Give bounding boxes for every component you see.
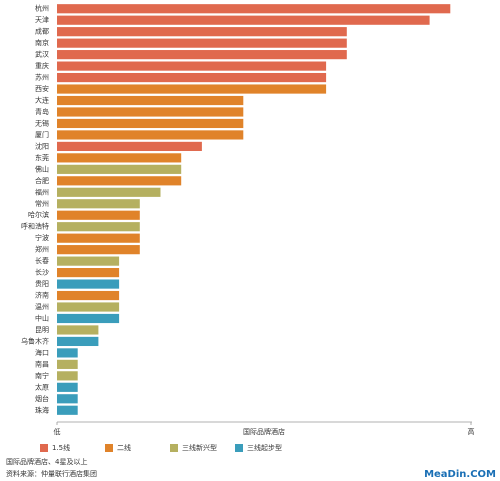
- y-tick-label: 太原: [35, 382, 49, 391]
- legend-label: 三线新兴型: [182, 443, 217, 452]
- watermark: MeaDin.COM: [424, 469, 496, 480]
- y-tick-label: 天津: [35, 16, 49, 24]
- y-tick-label: 昆明: [35, 326, 49, 334]
- bar: [57, 325, 99, 335]
- y-tick-label: 南京: [35, 38, 49, 47]
- bar: [57, 302, 120, 312]
- bar: [57, 118, 244, 129]
- bar: [57, 107, 244, 117]
- y-tick-label: 合肥: [35, 176, 49, 185]
- y-tick-label: 中山: [35, 313, 49, 322]
- bar: [57, 187, 161, 197]
- bar: [57, 371, 78, 381]
- y-tick-label: 南昌: [35, 359, 49, 368]
- y-tick-label: 温州: [35, 302, 49, 311]
- bar: [57, 38, 347, 48]
- bar: [57, 256, 120, 266]
- y-tick-label: 西安: [35, 84, 49, 93]
- bar: [57, 130, 244, 140]
- y-tick-label: 宁波: [35, 233, 49, 242]
- y-tick-label: 烟台: [35, 394, 49, 403]
- bar: [57, 268, 120, 278]
- y-tick-label: 沈阳: [35, 141, 49, 150]
- bar: [57, 164, 182, 174]
- y-tick-label: 乌鲁木齐: [21, 336, 49, 345]
- y-tick-label: 佛山: [35, 164, 49, 173]
- bar: [57, 4, 451, 14]
- bar: [57, 72, 327, 83]
- y-tick-label: 东莞: [35, 153, 49, 162]
- y-tick-label: 武汉: [35, 50, 49, 59]
- y-tick-label: 海口: [35, 348, 49, 357]
- bar: [57, 176, 182, 186]
- bar: [57, 61, 327, 71]
- bar: [57, 50, 347, 60]
- legend-swatch: [105, 444, 113, 452]
- bar: [57, 210, 140, 220]
- bar: [57, 245, 140, 255]
- y-tick-label: 大连: [35, 96, 49, 105]
- y-tick-label: 郑州: [35, 246, 49, 254]
- y-tick-label: 济南: [35, 291, 49, 300]
- bar: [57, 15, 430, 25]
- bar: [57, 405, 78, 415]
- note: 资料来源：仲量联行酒店集团: [6, 469, 97, 478]
- bar: [57, 279, 120, 289]
- y-tick-label: 珠海: [35, 405, 49, 414]
- bar: [57, 222, 140, 232]
- y-tick-label: 常州: [35, 199, 49, 208]
- note: 国际品牌酒店、4星及以上: [6, 457, 87, 466]
- y-tick-label: 苏州: [35, 73, 49, 82]
- y-tick-label: 重庆: [35, 61, 49, 70]
- y-tick-label: 厦门: [35, 130, 49, 139]
- bar: [57, 95, 244, 106]
- x-tick-label: 高: [468, 427, 475, 436]
- bar: [57, 84, 327, 94]
- x-axis-label: 国际品牌酒店: [243, 427, 285, 436]
- y-tick-label: 长春: [35, 256, 49, 265]
- y-tick-label: 贵阳: [35, 279, 49, 288]
- y-tick-label: 成都: [35, 27, 49, 36]
- y-tick-label: 无锡: [35, 118, 49, 127]
- bar: [57, 141, 202, 151]
- bar: [57, 27, 347, 37]
- y-tick-label: 青岛: [35, 107, 49, 116]
- bar: [57, 336, 99, 347]
- bar: [57, 313, 120, 324]
- x-tick-label: 低: [54, 427, 61, 436]
- legend-label: 三线起步型: [247, 443, 282, 452]
- bar: [57, 394, 78, 404]
- legend-swatch: [235, 444, 243, 452]
- bar: [57, 199, 140, 209]
- y-tick-label: 杭州: [35, 4, 49, 13]
- legend-label: 二线: [117, 443, 131, 452]
- y-tick-label: 南宁: [35, 371, 49, 380]
- legend-swatch: [40, 444, 48, 452]
- bar: [57, 382, 78, 392]
- bar: [57, 153, 182, 163]
- bar: [57, 233, 140, 243]
- bar: [57, 348, 78, 358]
- y-tick-label: 呼和浩特: [21, 222, 49, 231]
- y-tick-label: 长沙: [35, 268, 49, 277]
- y-tick-label: 福州: [35, 187, 49, 196]
- legend-swatch: [170, 444, 178, 452]
- legend-label: 1.5线: [52, 443, 70, 452]
- bar: [57, 359, 78, 369]
- y-tick-label: 哈尔滨: [28, 210, 49, 219]
- bar: [57, 290, 120, 301]
